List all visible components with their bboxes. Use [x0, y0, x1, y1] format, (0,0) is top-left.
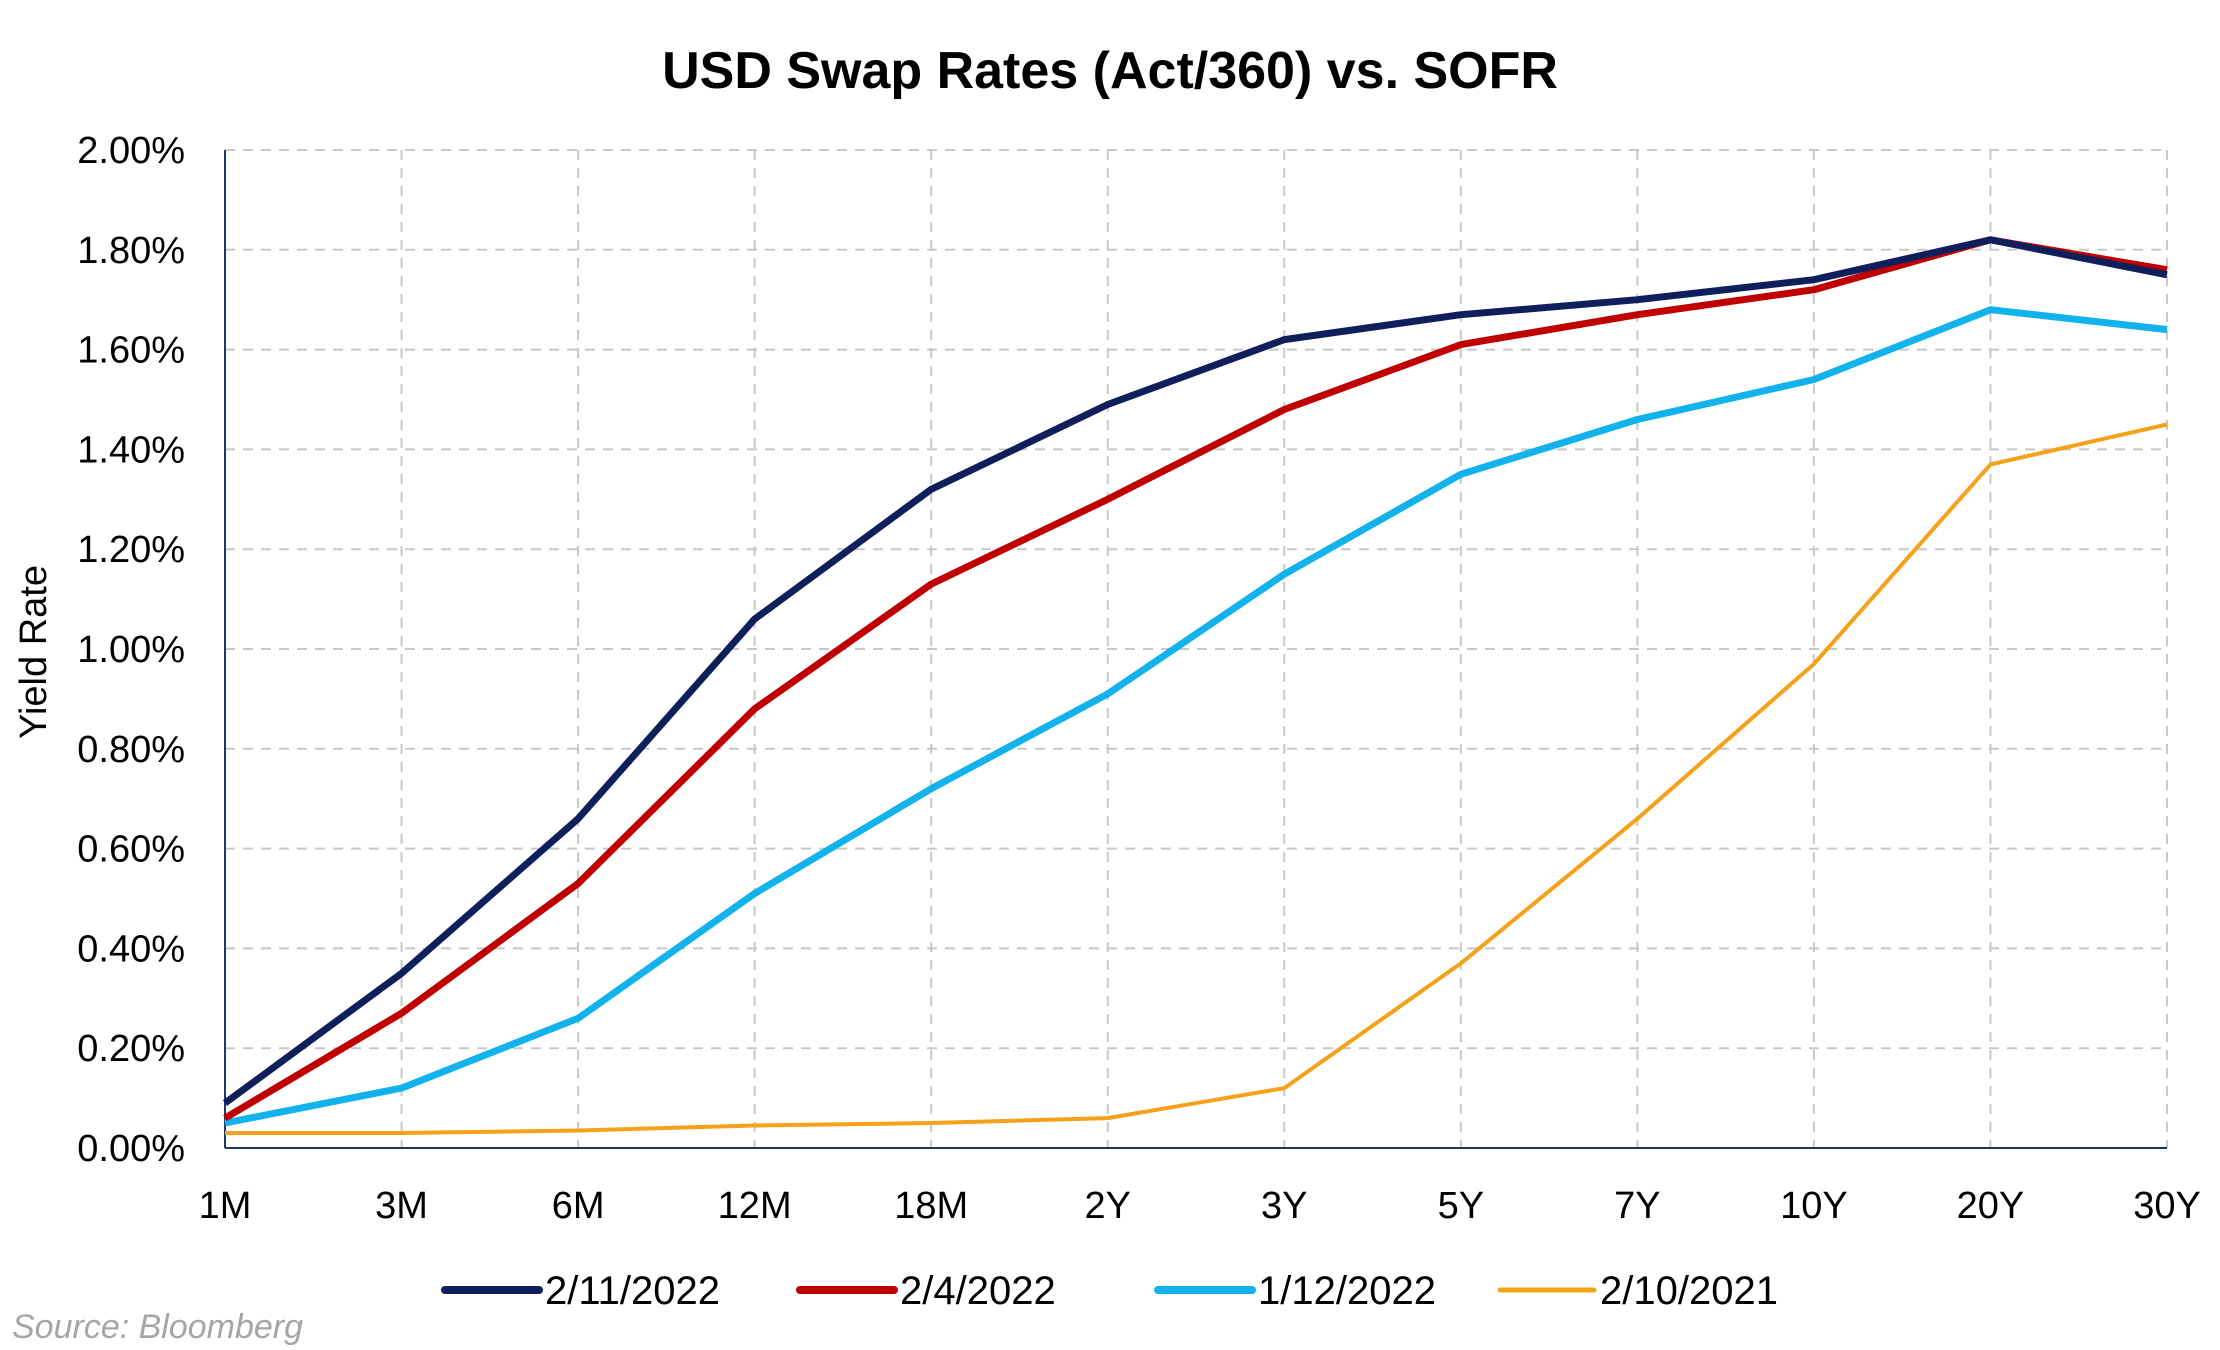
x-tick-label: 20Y — [1957, 1185, 2025, 1227]
y-tick-label: 0.80% — [77, 729, 185, 771]
series-line-1 — [223, 236, 2168, 1122]
series-line-0 — [222, 236, 2168, 1106]
y-tick-label: 1.20% — [77, 529, 185, 571]
legend-label: 1/12/2022 — [1258, 1269, 1436, 1313]
x-tick-label: 30Y — [2133, 1185, 2201, 1227]
x-tick-label: 2Y — [1084, 1185, 1130, 1227]
x-tick-label: 6M — [552, 1185, 605, 1227]
x-tick-label: 10Y — [1780, 1185, 1848, 1227]
chart-title: USD Swap Rates (Act/360) vs. SOFR — [662, 42, 1558, 100]
legend-label: 2/4/2022 — [900, 1269, 1056, 1313]
legend-label: 2/10/2021 — [1600, 1269, 1778, 1313]
y-tick-label: 2.00% — [77, 130, 185, 172]
legend: 2/11/2022 2/4/2022 1/12/2022 2/10/2021 — [441, 1269, 1778, 1313]
x-tick-label: 7Y — [1614, 1185, 1660, 1227]
x-tick-labels: 1M 3M 6M 12M 18M 2Y 3Y 5Y 7Y 10Y 20Y 30Y — [199, 1185, 2201, 1227]
x-tick-label: 5Y — [1438, 1185, 1484, 1227]
axes — [224, 150, 2167, 1149]
y-tick-label: 1.40% — [77, 429, 185, 471]
grid — [225, 149, 2168, 1148]
x-tick-label: 3M — [375, 1185, 428, 1227]
source-note: Source: Bloomberg — [12, 1308, 303, 1346]
y-axis-label: Yield Rate — [13, 565, 55, 739]
y-tick-label: 0.20% — [77, 1028, 185, 1070]
x-tick-label: 12M — [718, 1185, 792, 1227]
legend-label: 2/11/2022 — [545, 1269, 720, 1313]
y-tick-label: 1.60% — [77, 330, 185, 372]
series-line-3 — [225, 422, 2168, 1135]
y-tick-label: 1.00% — [77, 629, 185, 671]
y-tick-labels: 0.00% 0.20% 0.40% 0.60% 0.80% 1.00% 1.20% 1.40%… — [77, 130, 185, 1170]
y-tick-label: 1.80% — [77, 230, 185, 272]
y-tick-label: 0.60% — [77, 829, 185, 871]
series — [222, 236, 2168, 1135]
x-tick-label: 18M — [894, 1185, 968, 1227]
x-tick-label: 3Y — [1261, 1185, 1307, 1227]
x-tick-label: 1M — [199, 1185, 252, 1227]
series-line-2 — [224, 306, 2168, 1127]
y-tick-label: 0.00% — [77, 1128, 185, 1170]
y-tick-label: 0.40% — [77, 928, 185, 970]
